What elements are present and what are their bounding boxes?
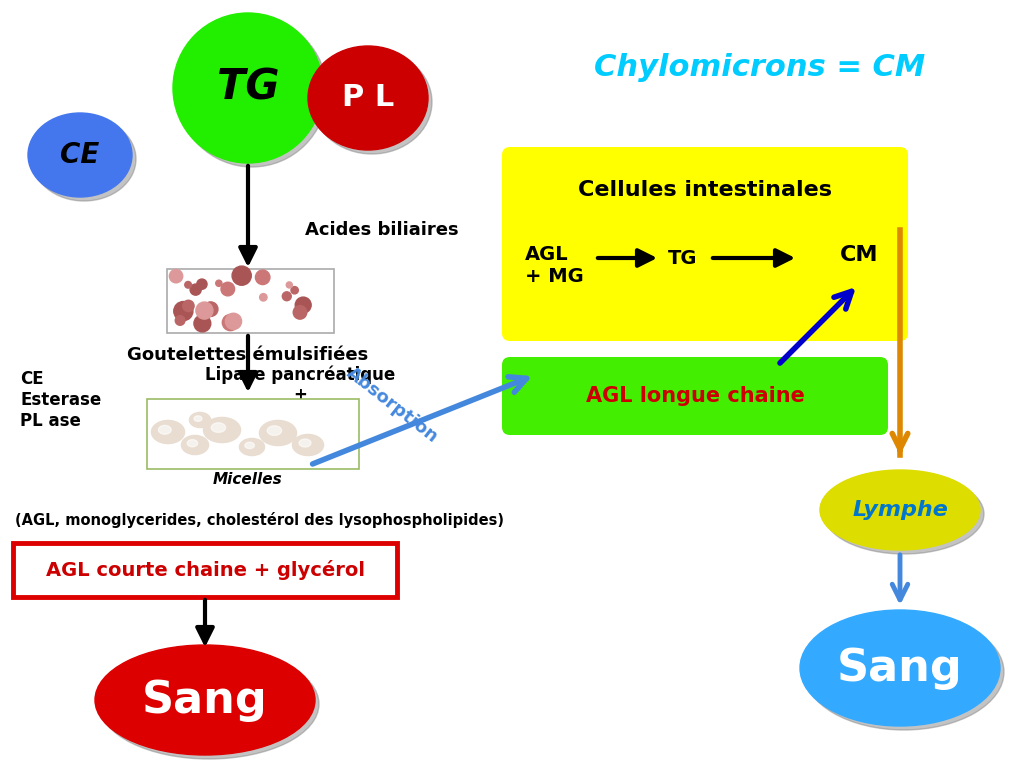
Ellipse shape (194, 415, 202, 422)
Circle shape (260, 293, 267, 301)
Ellipse shape (95, 645, 315, 755)
Text: Sang: Sang (142, 678, 268, 721)
Text: AGL
+ MG: AGL + MG (525, 244, 584, 286)
Circle shape (255, 270, 270, 285)
Text: P L: P L (342, 84, 394, 112)
Circle shape (175, 316, 185, 326)
Circle shape (196, 302, 213, 319)
Text: Lipase pancréatique
+
Colipase: Lipase pancréatique + Colipase (205, 365, 395, 425)
Ellipse shape (308, 46, 428, 150)
Ellipse shape (32, 117, 136, 201)
Circle shape (293, 306, 307, 319)
FancyBboxPatch shape (502, 357, 888, 435)
Ellipse shape (293, 435, 323, 455)
FancyBboxPatch shape (502, 147, 908, 341)
Ellipse shape (182, 436, 208, 454)
FancyBboxPatch shape (13, 543, 397, 597)
Circle shape (194, 315, 211, 332)
Text: CM: CM (840, 245, 879, 265)
Circle shape (287, 282, 292, 288)
Circle shape (216, 280, 222, 286)
Text: TG: TG (668, 249, 697, 267)
Ellipse shape (99, 649, 319, 759)
Circle shape (225, 313, 242, 329)
Text: Goutelettes émulsifiées: Goutelettes émulsifiées (127, 346, 369, 364)
Text: (AGL, monoglycerides, cholestérol des lysophospholipides): (AGL, monoglycerides, cholestérol des ly… (15, 512, 504, 528)
Circle shape (197, 279, 207, 290)
Circle shape (295, 297, 311, 313)
Circle shape (182, 300, 195, 312)
Circle shape (174, 302, 193, 321)
Text: Lymphe: Lymphe (852, 500, 948, 520)
Ellipse shape (187, 439, 198, 447)
Ellipse shape (824, 474, 984, 554)
Circle shape (169, 270, 182, 283)
Ellipse shape (820, 470, 980, 550)
Circle shape (204, 302, 218, 316)
FancyBboxPatch shape (147, 399, 359, 469)
Ellipse shape (299, 439, 311, 447)
Text: Acides biliaires: Acides biliaires (305, 221, 459, 239)
Text: Chylomicrons = CM: Chylomicrons = CM (594, 54, 926, 82)
Text: CE: CE (60, 141, 99, 169)
Ellipse shape (28, 113, 132, 197)
Ellipse shape (211, 423, 225, 432)
Ellipse shape (245, 442, 254, 449)
Ellipse shape (267, 425, 282, 435)
Ellipse shape (190, 413, 210, 427)
Ellipse shape (173, 13, 323, 163)
Ellipse shape (152, 421, 184, 443)
Circle shape (222, 314, 239, 331)
Ellipse shape (260, 421, 296, 445)
Text: AGL courte chaine + glycérol: AGL courte chaine + glycérol (45, 560, 365, 580)
Text: Cellules intestinales: Cellules intestinales (578, 180, 831, 200)
Text: Micelles: Micelles (213, 472, 283, 488)
Circle shape (232, 266, 251, 285)
Text: Sang: Sang (838, 647, 963, 690)
Ellipse shape (204, 418, 240, 442)
FancyBboxPatch shape (167, 269, 334, 333)
Circle shape (221, 283, 234, 296)
Text: TG: TG (217, 67, 280, 109)
Circle shape (184, 282, 191, 288)
Circle shape (291, 286, 298, 294)
Ellipse shape (312, 50, 432, 154)
Ellipse shape (800, 610, 1000, 726)
Ellipse shape (240, 439, 264, 455)
Circle shape (283, 292, 291, 301)
Ellipse shape (159, 425, 171, 434)
Text: CE
Esterase
PL ase: CE Esterase PL ase (20, 370, 101, 429)
Text: AGL longue chaine: AGL longue chaine (586, 386, 805, 406)
Ellipse shape (804, 614, 1004, 730)
Ellipse shape (177, 17, 327, 167)
Circle shape (190, 284, 201, 295)
Text: Absorption: Absorption (343, 364, 441, 446)
